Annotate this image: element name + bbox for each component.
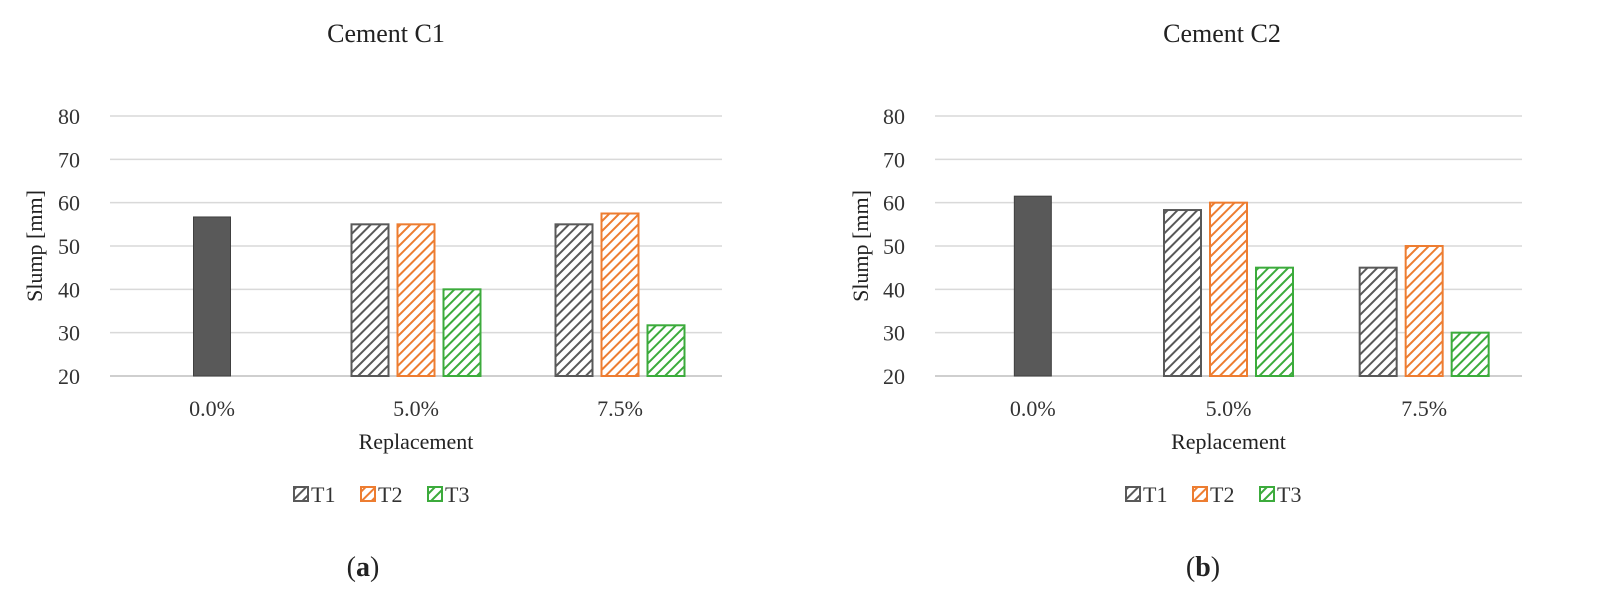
bar-t2 — [1404, 245, 1444, 377]
bar-t1 — [1358, 266, 1398, 377]
legend-swatch — [1259, 486, 1275, 502]
bar-t3 — [442, 288, 482, 378]
chart-a-svg: Cement C1 20 30 40 50 60 70 80 Slump [mm] 0.0% 5.0… — [22, 19, 722, 507]
x-tick-label: 7.5% — [1401, 396, 1447, 421]
y-tick-label: 20 — [58, 364, 80, 389]
legend-swatch — [293, 486, 309, 502]
y-axis-label: Slump [mm] — [22, 190, 47, 302]
legend-label: T2 — [378, 482, 402, 507]
panel-label-a: (a) — [346, 552, 380, 583]
y-tick-label: 80 — [58, 104, 80, 129]
bar-t1 — [350, 223, 390, 377]
legend-swatch — [360, 486, 376, 502]
legend-swatch — [1125, 486, 1141, 502]
chart-title: Cement C2 — [1163, 19, 1281, 48]
legend-item-t1: T1 — [1125, 482, 1167, 507]
legend-swatch — [1192, 486, 1208, 502]
panel-label-b: (b) — [1185, 552, 1221, 583]
y-tick-label: 60 — [883, 191, 905, 216]
bar-t2 — [600, 212, 640, 377]
y-tick-label: 20 — [883, 364, 905, 389]
bar-t2 — [1209, 201, 1248, 377]
y-tick-label: 80 — [883, 104, 905, 129]
x-tick-label: 0.0% — [189, 396, 235, 421]
legend-label: T3 — [1277, 482, 1301, 507]
bar-t1 — [554, 223, 594, 377]
bar-t2 — [396, 223, 436, 377]
y-tick-label: 70 — [58, 147, 80, 172]
legend-swatch — [427, 486, 443, 502]
chart-title: Cement C1 — [327, 19, 445, 48]
legend-label: T2 — [1210, 482, 1234, 507]
y-tick-label: 50 — [58, 234, 80, 259]
x-axis-label: Replacement — [359, 429, 474, 454]
y-tick-label: 70 — [883, 147, 905, 172]
y-tick-label: 40 — [58, 277, 80, 302]
bar-t3 — [1450, 331, 1490, 377]
bar-t1 — [1163, 209, 1202, 377]
bar-t3 — [1255, 266, 1294, 377]
legend-label: T1 — [311, 482, 335, 507]
bar-reference — [193, 216, 231, 377]
legend-item-t2: T2 — [1192, 482, 1234, 507]
legend-label: T3 — [445, 482, 469, 507]
x-axis-label: Replacement — [1171, 429, 1286, 454]
legend-item-t3: T3 — [427, 482, 469, 507]
y-tick-label: 50 — [883, 234, 905, 259]
legend-item-t1: T1 — [293, 482, 335, 507]
x-tick-label: 7.5% — [597, 396, 643, 421]
legend-item-t2: T2 — [360, 482, 402, 507]
y-tick-label: 60 — [58, 191, 80, 216]
legend-label: T1 — [1143, 482, 1167, 507]
chart-panel-b: Cement C2 20 30 40 50 60 70 80 Slump [mm] 0.0% 5.0… — [832, 0, 1603, 614]
x-tick-label: 0.0% — [1010, 396, 1056, 421]
chart-panel-a: Cement C1 20 30 40 50 60 70 80 Slump [mm] 0.0% 5.0… — [0, 0, 800, 614]
bar-reference — [1013, 195, 1052, 377]
y-tick-label: 30 — [883, 321, 905, 346]
y-tick-label: 30 — [58, 321, 80, 346]
legend-item-t3: T3 — [1259, 482, 1301, 507]
x-tick-label: 5.0% — [1206, 396, 1252, 421]
bar-t3 — [646, 324, 686, 377]
chart-b-svg: Cement C2 20 30 40 50 60 70 80 Slump [mm] 0.0% 5.0… — [848, 19, 1522, 507]
x-tick-label: 5.0% — [393, 396, 439, 421]
y-axis-label: Slump [mm] — [848, 190, 873, 302]
y-tick-label: 40 — [883, 277, 905, 302]
